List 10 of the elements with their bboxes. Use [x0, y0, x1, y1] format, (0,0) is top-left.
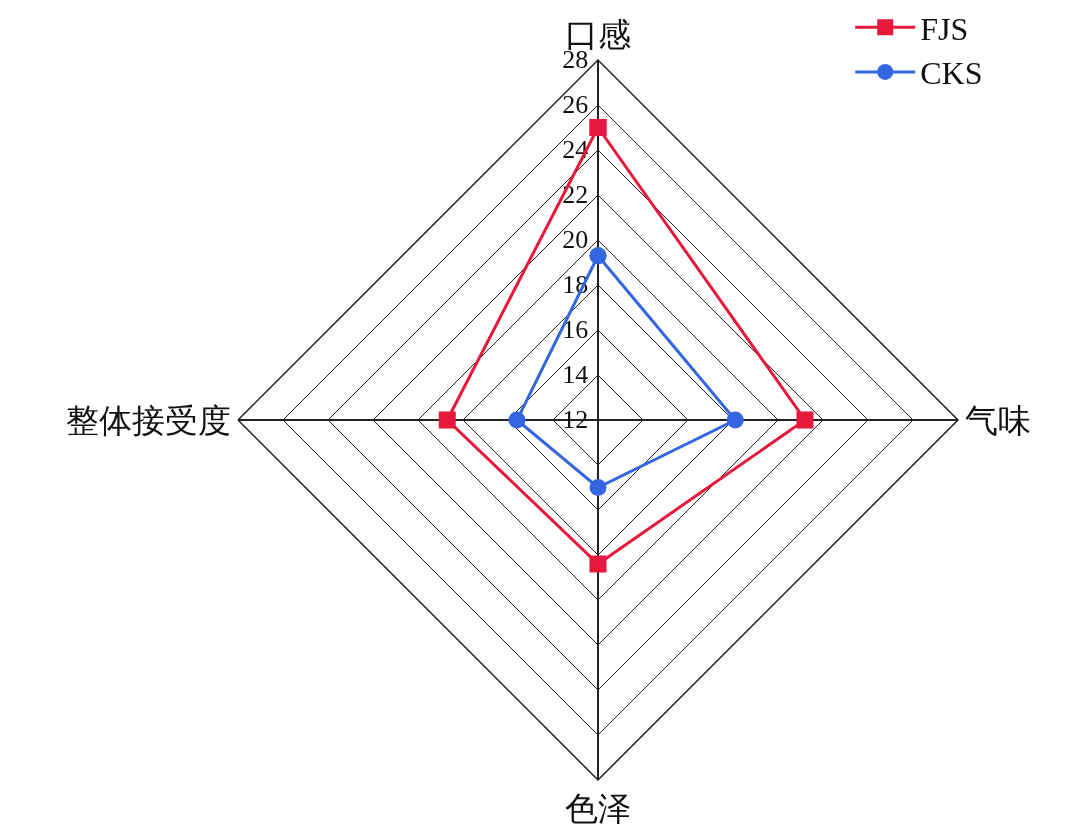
y-tick-label: 16	[562, 315, 589, 345]
spoke-label: 整体接受度	[65, 402, 231, 439]
spoke-label: 色泽	[565, 791, 631, 828]
y-tick-label: 26	[562, 90, 589, 120]
y-tick-label: 22	[562, 180, 589, 210]
legend-label: FJS	[920, 10, 969, 47]
legend-label: CKS	[920, 55, 983, 92]
y-tick-label: 20	[562, 225, 589, 255]
spoke-label: 气味	[965, 402, 1032, 439]
y-tick-label: 14	[562, 360, 589, 390]
